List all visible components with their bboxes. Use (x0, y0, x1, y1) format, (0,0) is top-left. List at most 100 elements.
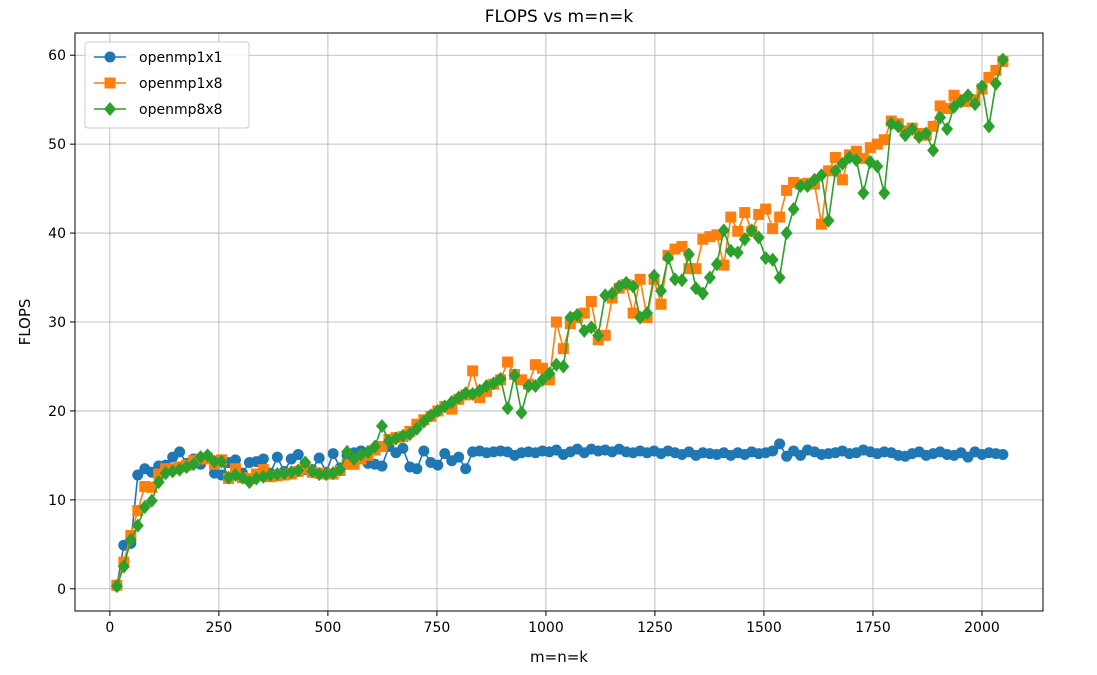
data-point (975, 79, 988, 94)
data-point (648, 268, 661, 283)
data-point (767, 445, 779, 457)
data-point (410, 421, 423, 436)
data-point (362, 444, 374, 459)
data-point (453, 451, 465, 463)
data-point (892, 119, 905, 134)
data-point (703, 270, 716, 285)
data-point (675, 273, 688, 288)
legend: openmp1x1 openmp1x8 openmp8x8 (84, 41, 250, 129)
data-point (536, 372, 549, 387)
data-point (271, 451, 283, 463)
data-point (822, 213, 835, 228)
data-point (550, 316, 562, 328)
data-point (774, 211, 786, 223)
data-point (767, 223, 779, 235)
x-tick-label: 500 (315, 620, 342, 636)
data-point (927, 120, 939, 132)
data-point (327, 448, 339, 460)
data-point (571, 307, 584, 322)
data-point (696, 286, 709, 301)
data-point (634, 273, 646, 285)
data-point (592, 328, 605, 343)
legend-marker (104, 77, 116, 89)
data-point (557, 359, 570, 374)
data-point (689, 281, 702, 296)
x-tick-label: 1750 (855, 620, 891, 636)
data-point (781, 184, 793, 196)
data-point (920, 126, 933, 141)
data-point (627, 279, 640, 294)
data-point (710, 257, 723, 272)
data-point (174, 446, 186, 458)
data-point (983, 71, 995, 83)
x-axis-label: m=n=k (530, 648, 588, 666)
data-point (774, 438, 786, 450)
data-point (418, 445, 430, 457)
data-point (641, 306, 654, 321)
data-point (662, 250, 674, 265)
series-openmp8x8 (110, 52, 1009, 594)
data-point (934, 110, 947, 125)
legend-marker (104, 51, 116, 63)
data-point (439, 448, 451, 460)
x-tick-label: 750 (424, 620, 451, 636)
data-point (417, 414, 430, 429)
y-tick-label: 50 (48, 137, 66, 153)
data-point (145, 493, 158, 508)
data-point (717, 223, 730, 238)
data-point (878, 186, 891, 201)
data-point (857, 186, 870, 201)
data-point (606, 286, 619, 301)
data-point (403, 427, 416, 442)
data-point (982, 119, 995, 134)
legend-label: openmp8x8 (139, 102, 223, 118)
data-point (738, 232, 751, 247)
data-point (508, 368, 521, 383)
data-point (369, 439, 381, 454)
data-point (515, 405, 528, 420)
data-point (334, 462, 347, 477)
data-point (725, 211, 737, 223)
data-point (117, 559, 130, 574)
data-point (543, 366, 556, 381)
y-tick-label: 20 (48, 404, 66, 420)
data-point (257, 453, 269, 465)
data-point (376, 419, 388, 434)
legend-label: openmp1x1 (139, 50, 223, 66)
y-axis-label: FLOPS (16, 299, 34, 346)
x-tick-label: 2000 (964, 620, 1000, 636)
data-point (132, 469, 144, 481)
data-point (752, 230, 765, 245)
data-point (494, 371, 507, 386)
data-point (152, 475, 165, 490)
data-point (292, 463, 305, 478)
data-point (299, 455, 312, 470)
data-point (501, 401, 514, 416)
data-point (829, 163, 842, 178)
data-point (732, 225, 744, 237)
x-tick-label: 1500 (746, 620, 782, 636)
data-point (941, 122, 954, 137)
y-tick-label: 30 (48, 315, 66, 331)
data-point (773, 270, 786, 285)
grid (75, 33, 1043, 611)
data-point (780, 226, 793, 241)
x-tick-label: 0 (105, 620, 114, 636)
data-point (955, 94, 967, 109)
data-point (341, 444, 354, 459)
data-point (739, 207, 751, 219)
chart-title: FLOPS vs m=n=k (485, 7, 634, 27)
data-point (411, 463, 423, 475)
data-point (731, 245, 744, 260)
data-point (131, 518, 144, 533)
legend-label: openmp1x8 (139, 76, 223, 92)
data-point (760, 203, 772, 215)
data-point (502, 356, 514, 368)
data-point (990, 64, 1002, 76)
y-tick-label: 0 (57, 582, 66, 598)
data-point (655, 298, 667, 310)
data-point (690, 263, 702, 275)
y-tick-label: 40 (48, 226, 66, 242)
data-point (313, 452, 325, 464)
data-point (676, 240, 688, 252)
